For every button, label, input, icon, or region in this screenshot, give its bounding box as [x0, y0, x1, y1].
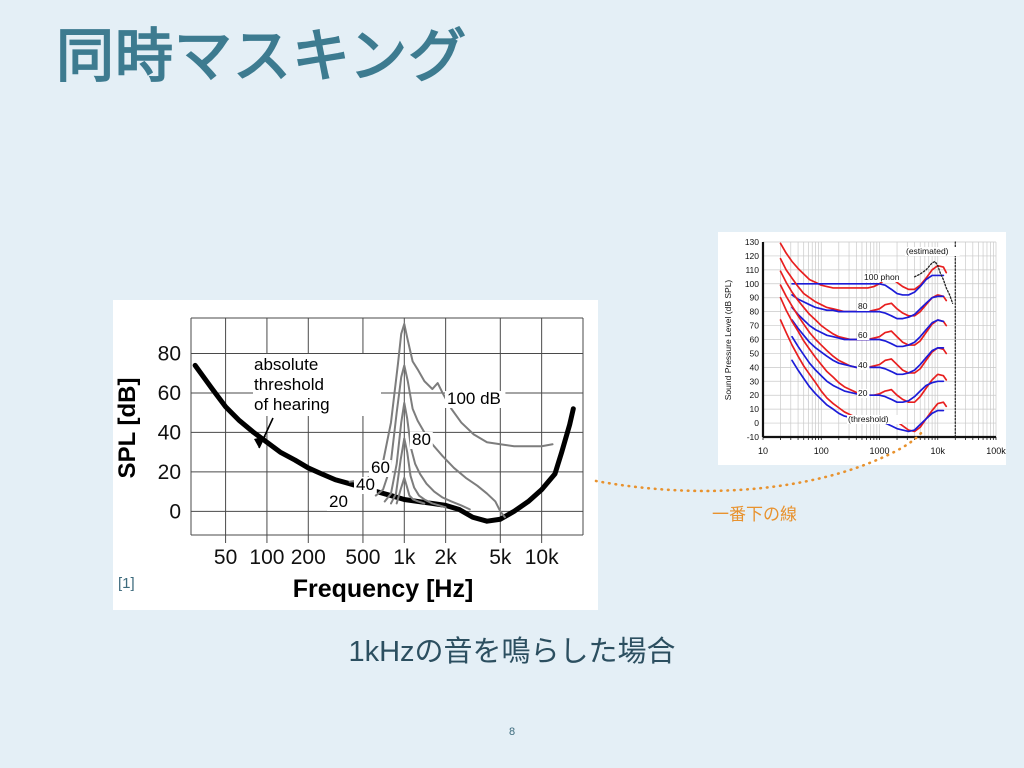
svg-text:60: 60	[750, 335, 760, 345]
series-path	[383, 401, 471, 511]
svg-text:120: 120	[745, 251, 759, 261]
svg-text:40: 40	[158, 421, 181, 444]
inset-curve-label: 100 phon	[864, 272, 900, 282]
svg-text:10: 10	[750, 404, 760, 414]
inset-series-path	[791, 274, 945, 296]
page-title: 同時マスキング	[56, 24, 468, 89]
x-axis-tick-labels: 50 100 200 500 1k 2k 5k 10k	[214, 546, 559, 569]
svg-text:-10: -10	[747, 432, 760, 442]
svg-text:10k: 10k	[930, 446, 945, 456]
callout-arrow-head	[254, 436, 266, 448]
callout-line-3: of hearing	[254, 395, 330, 414]
svg-text:20: 20	[750, 390, 760, 400]
callout-line-2: threshold	[254, 375, 324, 394]
svg-text:5k: 5k	[489, 546, 512, 569]
series-path	[389, 437, 447, 509]
inset-series-path	[913, 260, 954, 304]
inset-series-path	[779, 242, 948, 291]
curve-label: 40	[356, 475, 375, 494]
inset-y-axis-title: Sound Pressure Level (dB SPL)	[723, 280, 733, 401]
series-path	[395, 476, 426, 505]
inset-curve-label: (estimated)	[906, 246, 949, 256]
inset-curve-label: 40	[858, 360, 868, 370]
inset-series-path	[791, 294, 945, 320]
citation-marker: [1]	[118, 575, 135, 592]
curve-label: 80	[412, 430, 431, 449]
svg-text:10: 10	[758, 446, 768, 456]
masking-threshold-chart: 0 20 40 60 80 50 100 200 500 1k 2k 5k 10k SPL [dB] …	[113, 300, 598, 610]
svg-text:90: 90	[750, 293, 760, 303]
svg-text:60: 60	[158, 382, 181, 405]
x-axis-title: Frequency [Hz]	[293, 575, 474, 603]
svg-text:100: 100	[745, 279, 759, 289]
page-number: 8	[508, 726, 516, 738]
svg-text:20: 20	[158, 461, 181, 484]
absolute-threshold-callout: absolute threshold of hearing	[253, 354, 381, 449]
svg-text:80: 80	[750, 307, 760, 317]
svg-text:1k: 1k	[393, 546, 416, 569]
inset-curve-label: 20	[858, 388, 868, 398]
svg-text:40: 40	[750, 362, 760, 372]
svg-text:0: 0	[169, 500, 181, 523]
svg-text:1000: 1000	[869, 446, 889, 456]
callout-line-1: absolute	[254, 355, 318, 374]
equal-loudness-contours-chart: -10 0 10 20 30 40 50 60 70 80 90 100 110 120 130 10 100…	[718, 232, 1006, 465]
y-axis-tick-labels: 0 20 40 60 80	[158, 343, 181, 524]
curve-label: 100 dB	[447, 389, 501, 408]
svg-text:500: 500	[345, 546, 380, 569]
svg-text:50: 50	[214, 546, 237, 569]
svg-text:10k: 10k	[525, 546, 559, 569]
svg-text:130: 130	[745, 237, 759, 247]
series-path	[348, 322, 554, 483]
svg-text:70: 70	[750, 321, 760, 331]
slide-caption: 1kHzの音を鳴らした場合	[348, 636, 676, 668]
svg-text:0: 0	[754, 418, 759, 428]
curve-label: 60	[371, 458, 390, 477]
inset-curve-label: 60	[858, 330, 868, 340]
svg-text:100: 100	[814, 446, 829, 456]
svg-text:2k: 2k	[435, 546, 458, 569]
annotation-label: 一番下の線	[712, 505, 797, 524]
equal-loudness-contours-svg: -10 0 10 20 30 40 50 60 70 80 90 100 110 120 130 10 100…	[718, 232, 1006, 465]
svg-text:80: 80	[158, 343, 181, 366]
svg-text:100k: 100k	[986, 446, 1006, 456]
svg-text:30: 30	[750, 376, 760, 386]
inset-curve-label: (threshold)	[848, 414, 889, 424]
svg-text:110: 110	[745, 265, 759, 275]
y-axis-title: SPL [dB]	[114, 378, 141, 479]
inset-curve-label: 80	[858, 301, 868, 311]
svg-text:200: 200	[291, 546, 326, 569]
inset-curve-label-group: (estimated) 100 phon 80 60 40 20 (threshold)	[847, 246, 960, 424]
svg-text:100: 100	[249, 546, 284, 569]
svg-text:50: 50	[750, 348, 760, 358]
curve-label: 20	[329, 492, 348, 511]
